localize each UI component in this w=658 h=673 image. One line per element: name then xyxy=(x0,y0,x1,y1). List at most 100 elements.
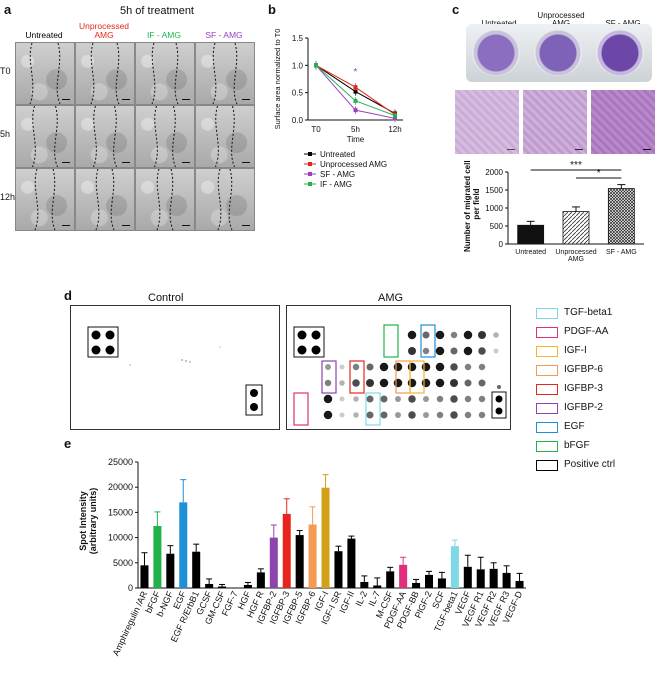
legend-swatch xyxy=(536,441,558,452)
plate-label: Untreated xyxy=(468,20,530,28)
highlight-box xyxy=(321,360,337,394)
wound-edge-right xyxy=(228,169,233,230)
bar xyxy=(476,569,485,588)
array-spot xyxy=(393,362,403,372)
wound-edge-left xyxy=(215,106,219,167)
array-spot xyxy=(407,362,417,372)
array-spot xyxy=(325,364,331,370)
y-tick-label: 1.5 xyxy=(292,34,304,43)
legend-label: IGFBP-2 xyxy=(564,402,603,413)
array-spot xyxy=(380,395,388,403)
legend-label: bFGF xyxy=(564,440,590,451)
bar xyxy=(515,580,524,588)
array-spot xyxy=(450,363,458,371)
wound-edge-right xyxy=(113,106,117,167)
array-spot xyxy=(421,378,431,388)
y-tick-label: 1500 xyxy=(485,186,503,195)
array-spot xyxy=(407,378,417,388)
wound-edge-right xyxy=(233,43,238,104)
column-label: Untreated xyxy=(25,30,63,40)
y-tick-label: 500 xyxy=(490,222,504,231)
legend-label: EGF xyxy=(564,421,585,432)
significance-mark: * xyxy=(354,67,358,78)
panel-c-letter: c xyxy=(452,2,460,17)
array-spot xyxy=(379,362,389,372)
micrograph-tile xyxy=(75,168,135,231)
legend-marker xyxy=(308,182,312,186)
bar xyxy=(463,566,472,588)
y-axis-label-line: Spot Intensity xyxy=(78,491,88,551)
legend-label: IGFBP-3 xyxy=(564,383,603,394)
highlight-box xyxy=(349,360,365,394)
array-spot xyxy=(339,396,345,402)
wound-edge-left xyxy=(156,169,161,230)
array-spot xyxy=(395,412,401,418)
bar xyxy=(153,526,162,588)
array-spot xyxy=(352,379,360,387)
array-spot xyxy=(478,411,486,419)
y-tick-label: 0.0 xyxy=(292,116,304,125)
array-spot xyxy=(393,378,403,388)
bar xyxy=(489,568,498,588)
bar xyxy=(334,551,343,588)
y-axis-label-line: per field xyxy=(472,188,481,219)
y-tick-label: 20000 xyxy=(108,482,133,492)
legend-label: SF - AMG xyxy=(320,170,355,179)
array-spot xyxy=(464,411,472,419)
row-label: 5h xyxy=(0,129,11,139)
panel-c-plate-labels: Untreated Unprocessed AMG SF - AMG xyxy=(460,6,656,28)
x-tick-label: T0 xyxy=(311,125,321,134)
bar xyxy=(308,524,317,588)
panel-b-line-chart: 0.0 0.5 1.0 1.5 T0 5h 12h Time Surface area norm… xyxy=(273,29,403,189)
wound-edge-right xyxy=(172,106,176,167)
legend-label: IGF-I xyxy=(564,345,587,356)
array-spot xyxy=(435,330,445,340)
wound-edge-right xyxy=(54,106,58,167)
panel-c-stain-images xyxy=(455,90,655,154)
legend-swatch xyxy=(536,346,558,357)
array-control xyxy=(70,305,280,430)
array-spot xyxy=(189,361,191,363)
array-spot xyxy=(495,395,503,403)
highlight-box xyxy=(383,324,399,358)
wound-edge-right xyxy=(110,169,115,230)
bar xyxy=(399,564,408,588)
bar xyxy=(437,578,446,588)
array-spot xyxy=(435,378,445,388)
positive-ctrl-box xyxy=(491,391,507,419)
array-spot xyxy=(450,411,458,419)
legend-marker xyxy=(308,172,312,176)
array-spot xyxy=(129,364,131,366)
highlight-box xyxy=(420,324,436,358)
column-label: IF - AMG xyxy=(147,30,181,40)
array-spot xyxy=(422,331,430,339)
legend-marker xyxy=(308,162,312,166)
positive-ctrl-box xyxy=(87,326,119,358)
bar xyxy=(607,188,635,245)
micrograph-tile xyxy=(135,168,195,231)
positive-ctrl-box xyxy=(245,384,263,416)
y-tick-label: 25000 xyxy=(108,457,133,467)
highlight-box xyxy=(409,360,425,394)
wound-edge-left xyxy=(95,169,100,230)
row-label: T0 xyxy=(0,66,11,76)
legend-swatch xyxy=(536,327,558,338)
panel-e-bar-chart: 0 5000 10000 15000 20000 25000 Spot Intensity(… xyxy=(78,457,526,657)
micrograph-tile xyxy=(195,42,255,105)
y-tick-label: 1000 xyxy=(485,204,503,213)
array-spot xyxy=(311,330,321,340)
array-spot xyxy=(181,359,183,361)
wound-edge-right xyxy=(51,169,56,230)
array-spot xyxy=(497,385,501,389)
micrograph-tile xyxy=(15,168,75,231)
array-spot xyxy=(105,330,115,340)
y-tick-label: 0 xyxy=(499,240,504,249)
array-spot xyxy=(450,395,458,403)
x-axis-label: Time xyxy=(347,135,365,144)
x-tick-label: IL-2 xyxy=(354,590,370,608)
bar xyxy=(450,546,459,588)
column-label: Unprocessed AMG xyxy=(78,21,130,40)
bar xyxy=(373,585,382,588)
bar xyxy=(412,582,421,588)
legend-swatch xyxy=(536,460,558,471)
